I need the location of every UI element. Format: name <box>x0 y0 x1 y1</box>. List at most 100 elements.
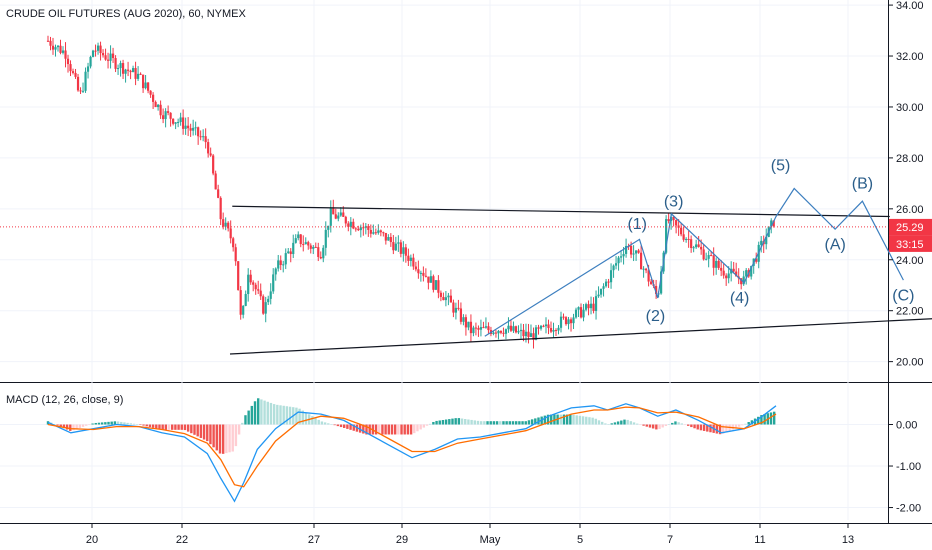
macd-histogram-bar <box>651 424 655 429</box>
candle-body <box>379 230 382 233</box>
macd-tick-label: 0.00 <box>896 420 917 432</box>
candle-body <box>427 276 430 283</box>
candle-body <box>614 263 618 266</box>
macd-histogram-bar <box>126 422 129 425</box>
candle-body <box>449 295 453 303</box>
macd-histogram-bar <box>505 421 508 425</box>
candle-body <box>755 258 758 262</box>
macd-histogram-bar <box>196 424 199 437</box>
macd-histogram-bar <box>607 424 610 425</box>
candle-body <box>324 229 327 248</box>
macd-histogram-bar <box>358 424 362 433</box>
candle-body <box>219 197 222 220</box>
macd-histogram-bar <box>231 424 234 452</box>
candle-body <box>84 71 87 91</box>
candle-body <box>54 47 57 50</box>
candle-body <box>519 329 523 332</box>
candle-body <box>742 276 745 285</box>
candle-body <box>504 329 508 334</box>
candle-body <box>312 246 315 249</box>
macd-histogram-bar <box>546 414 550 425</box>
candle-body <box>634 250 638 254</box>
candle-body <box>252 282 255 285</box>
candle-body <box>224 222 227 227</box>
candle-body <box>682 234 685 240</box>
macd-histogram-bar <box>486 421 489 425</box>
macd-histogram-bar <box>202 424 206 440</box>
time-tick-label: 13 <box>842 534 854 546</box>
candle-body <box>157 104 160 108</box>
macd-histogram-bar <box>725 424 728 433</box>
candle-body <box>242 305 245 315</box>
candle-body <box>447 295 450 298</box>
macd-histogram-bar <box>320 421 324 425</box>
macd-histogram-bar <box>709 424 712 433</box>
candle-body <box>632 253 635 255</box>
candle-body <box>562 316 565 318</box>
macd-histogram-bar <box>502 421 505 425</box>
macd-histogram-bar <box>406 424 410 435</box>
candle-body <box>740 278 743 285</box>
price-axis[interactable]: 34.00 32.00 30.00 28.00 26.00 24.00 22.00 20.00… <box>888 0 924 515</box>
candle-body <box>322 247 325 259</box>
macd-histogram-bar <box>693 424 696 429</box>
candle-body <box>297 234 300 239</box>
candle-body <box>99 45 102 54</box>
candle-body <box>770 220 773 227</box>
candle-body <box>567 319 570 325</box>
elliott-wave-path <box>484 187 904 337</box>
macd-histogram-bar <box>696 424 699 430</box>
candle-body <box>389 237 392 243</box>
macd-histogram-bar <box>499 421 502 425</box>
macd-histogram-bar <box>655 424 658 430</box>
candle-body <box>307 242 310 246</box>
time-axis[interactable]: 20 22 27 29 May 5 7 11 13 <box>86 523 854 546</box>
candle-body <box>422 272 425 276</box>
macd-histogram-bar <box>343 424 346 428</box>
candle-body <box>442 296 445 301</box>
price-badge-value: 25.29 <box>896 222 924 234</box>
candle-body <box>96 45 100 51</box>
macd-histogram-bar <box>585 416 588 425</box>
candle-body <box>232 238 235 248</box>
candle-body <box>712 255 715 268</box>
macd-histogram-bar <box>629 421 633 425</box>
macd-histogram-bar <box>110 421 113 425</box>
candle-body <box>722 270 725 276</box>
macd-histogram-bar <box>454 418 457 425</box>
candle-body <box>439 292 442 297</box>
macd-histogram-bar <box>266 401 269 425</box>
candle-body <box>604 281 608 287</box>
macd-histogram-bar <box>479 421 483 425</box>
candle-body <box>437 280 440 293</box>
candle-body <box>467 321 470 328</box>
candle-body <box>282 264 285 266</box>
candle-body <box>587 304 590 309</box>
macd-histogram-bar <box>750 420 754 425</box>
candle-body <box>554 330 558 332</box>
candle-body <box>532 333 535 340</box>
candle-body <box>529 333 533 337</box>
macd-histogram-bar <box>409 424 413 435</box>
macd-histogram-bar <box>59 424 62 427</box>
candle-body <box>414 266 417 270</box>
candle-body <box>139 73 142 75</box>
candle-body <box>227 222 230 229</box>
price-tick-label: 22.00 <box>896 306 924 318</box>
candle-body <box>329 207 332 226</box>
macd-histogram-bar <box>65 424 69 430</box>
macd-histogram-bar <box>390 424 394 435</box>
candle-body <box>499 330 503 333</box>
candle-body <box>452 302 455 313</box>
macd-histogram-bar <box>85 424 88 426</box>
macd-histogram-bar <box>514 421 518 425</box>
candle-body <box>477 328 480 330</box>
macd-histogram-bar <box>763 413 766 425</box>
candle-body <box>304 242 307 245</box>
macd-histogram-bar <box>104 422 107 425</box>
macd-histogram-bar <box>167 424 171 430</box>
candle-body <box>106 59 110 61</box>
candle-body <box>169 112 172 119</box>
macd-histogram-bar <box>323 422 327 425</box>
